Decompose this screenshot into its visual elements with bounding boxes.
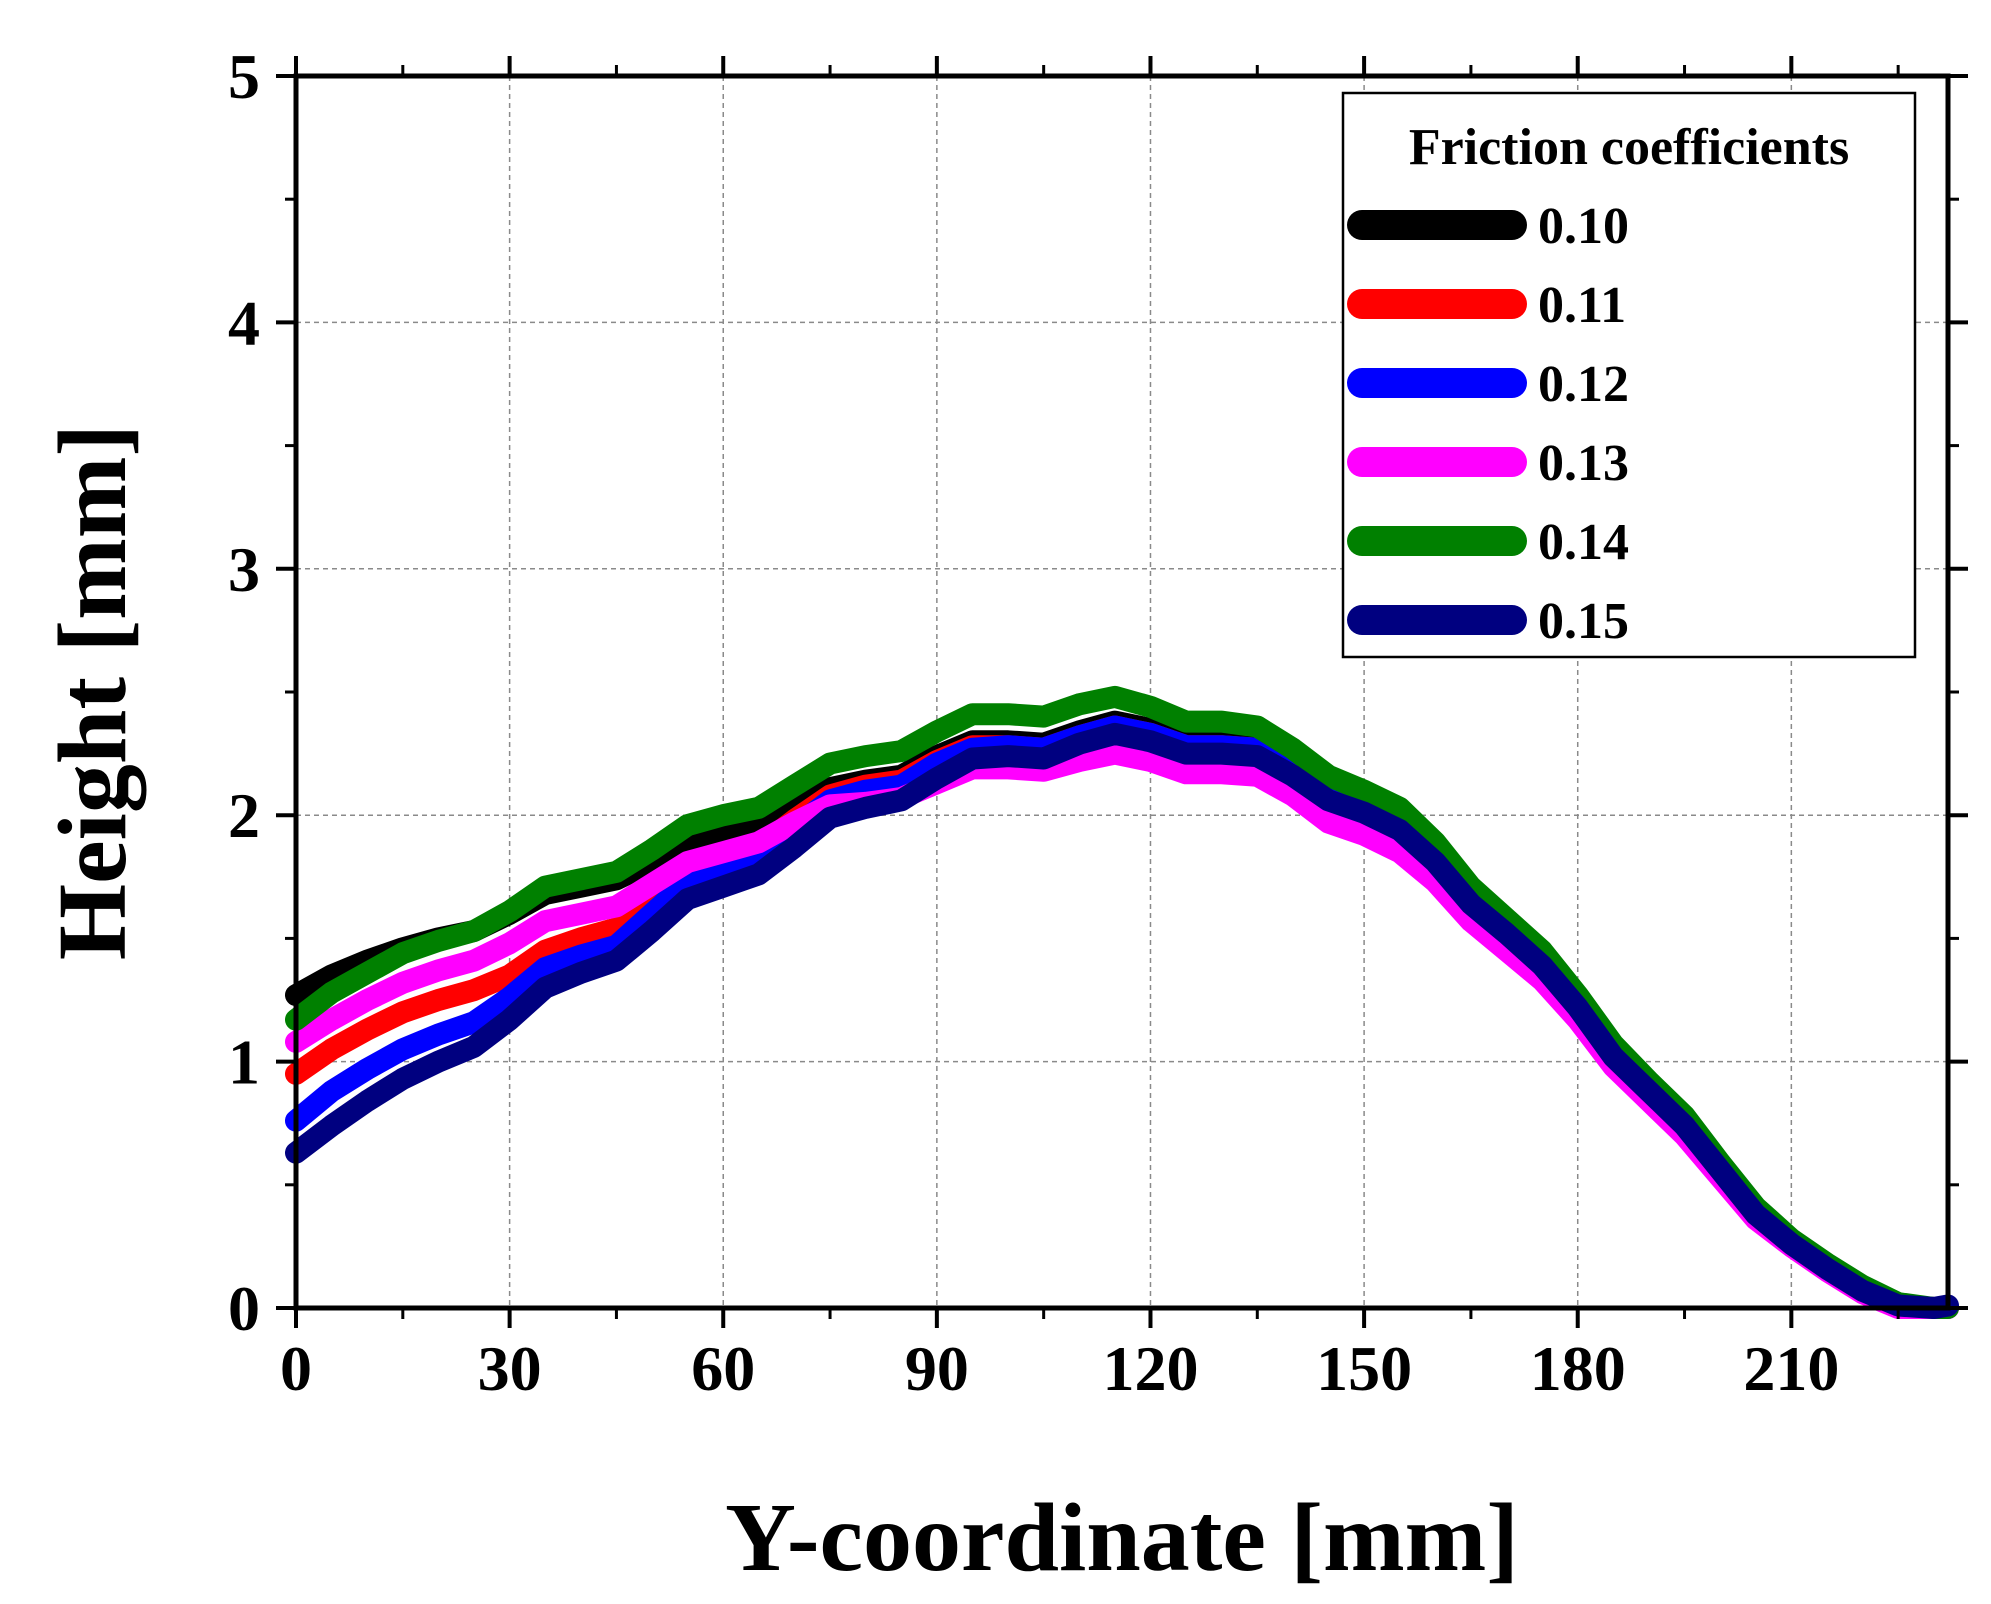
x-tick-label: 180 — [1530, 1333, 1626, 1404]
series-line-0.11 — [285, 715, 1959, 1319]
legend-label: 0.10 — [1538, 198, 1629, 255]
series-line-0.10 — [285, 710, 1959, 1319]
series-line-0.15 — [285, 722, 1959, 1319]
x-tick-label: 120 — [1102, 1333, 1198, 1404]
x-tick-label: 30 — [478, 1333, 542, 1404]
x-tick-label: 210 — [1743, 1333, 1839, 1404]
x-tick-label: 60 — [691, 1333, 755, 1404]
y-tick-labels: 0 1 2 3 4 5 — [228, 41, 260, 1344]
legend-entries: 0.10 0.11 0.12 0.13 0.14 0.15 — [1347, 198, 1629, 650]
legend-label: 0.14 — [1538, 514, 1629, 571]
y-tick-label: 1 — [228, 1027, 260, 1098]
legend-label: 0.12 — [1538, 356, 1629, 413]
x-tick-label: 0 — [280, 1333, 312, 1404]
y-tick-label: 5 — [228, 41, 260, 112]
series-line-0.12 — [285, 715, 1959, 1319]
y-axis-title: Height [mm] — [39, 424, 147, 960]
x-axis-title: Y-coordinate [mm] — [725, 1484, 1519, 1592]
legend: Friction coefficients 0.100.110.120.130.… — [1341, 91, 1917, 659]
y-tick-label: 4 — [228, 287, 260, 358]
y-tick-label: 2 — [228, 780, 260, 851]
x-tick-label: 150 — [1316, 1333, 1412, 1404]
series-line-0.13 — [285, 742, 1959, 1319]
grid-lines — [296, 76, 1948, 1308]
legend-label: 0.15 — [1538, 593, 1629, 650]
axis-ticks — [276, 56, 1968, 1328]
x-tick-labels: 0 30 60 90 120 150 180 210 — [280, 1333, 1839, 1404]
y-tick-label: 3 — [228, 534, 260, 605]
legend-label: 0.13 — [1538, 435, 1629, 492]
series-lines — [285, 685, 1959, 1319]
legend-title: Friction coefficients — [1409, 119, 1849, 176]
y-tick-label: 0 — [228, 1273, 260, 1344]
x-tick-label: 90 — [905, 1333, 969, 1404]
legend-label: 0.11 — [1538, 277, 1626, 334]
